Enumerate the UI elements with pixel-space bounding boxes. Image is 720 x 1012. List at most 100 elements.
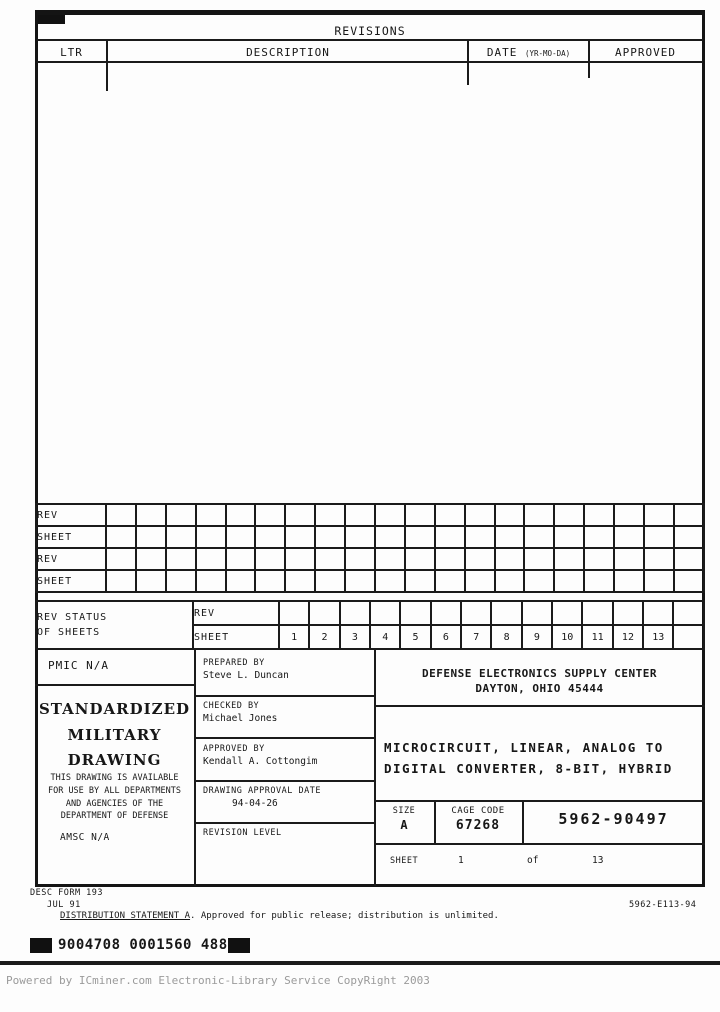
grid-cell [490,600,523,626]
rev-row-label: REV [35,503,107,527]
sheet-number-cell: 8 [490,624,523,650]
grid-cell [463,503,496,527]
grid-cell [433,525,466,549]
checked-by-label: CHECKED BY [203,701,260,711]
distribution-statement-label: DISTRIBUTION STATEMENT A [60,911,191,921]
grid-cell [672,503,706,527]
footer-separator [0,961,720,965]
drawing-title: MICROCIRCUIT, LINEAR, ANALOG TO DIGITAL … [384,740,673,776]
sheet-number-cell: 6 [429,624,463,650]
grid-cell [433,569,466,593]
column-rule [467,39,469,85]
grid-cell [314,547,347,571]
sheet-number-cell [672,624,705,650]
grid-cell [403,569,436,593]
grid-cell [403,525,436,549]
revisions-col-ltr: LTR [60,46,83,59]
grid-cell [433,547,466,571]
titleblock-rule [194,780,376,782]
revisions-col-date: DATE (YR-MO-DA) [486,46,571,59]
grid-cell [134,525,167,549]
grid-cell [553,547,586,571]
approved-by-label: APPROVED BY [203,744,265,754]
grid-cell [374,525,406,549]
grid-cell [254,525,287,549]
sheet-number-cell: 5 [399,624,432,650]
grid-cell [672,525,706,549]
sheet-number-cell: 11 [581,624,614,650]
grid-cell [369,600,402,626]
grid-cell [581,600,614,626]
grid-cell [344,569,377,593]
titleblock-rule [194,695,376,697]
grid-cell [164,569,197,593]
grid-cell [583,547,616,571]
grid-cell [403,547,436,571]
grid-cell [520,600,554,626]
grid-cell [433,503,466,527]
sheet-number-cell: 7 [460,624,493,650]
sheet-number-cell: 3 [338,624,372,650]
grid-cell [672,569,706,593]
sheet-number-cell: 12 [611,624,645,650]
grid-cell [374,547,406,571]
grid-cell [460,600,493,626]
grid-cell [284,525,317,549]
titleblock-rule [35,684,196,686]
grid-cell [463,525,496,549]
rev-row-label: REV [35,547,107,571]
smd-heading: STANDARDIZED MILITARY DRAWING [38,700,191,769]
sheet-label: SHEET [192,624,280,650]
titleblock-rule [374,650,376,886]
titleblock-rule [374,705,705,707]
prepared-by-label: PREPARED BY [203,658,265,668]
grid-cell [224,503,257,527]
grid-cell [553,525,586,549]
grid-cell [134,569,167,593]
grid-cell [164,525,197,549]
form-date: JUL 91 [47,900,81,910]
grid-cell [254,547,287,571]
barcode-start-mark [30,938,52,953]
sheet-number-cell: 9 [520,624,554,650]
date-format-note: (YR-MO-DA) [524,49,571,58]
divider [37,61,703,63]
titleblock-rule [522,800,524,845]
rev-sheet-grid: REV SHEET REV SHEET [35,503,706,593]
grid-cell [643,503,675,527]
grid-cell [105,569,137,593]
grid-cell [523,569,556,593]
grid-cell [399,600,432,626]
grid-cell [613,569,646,593]
grid-cell [493,547,526,571]
grid-cell [642,600,675,626]
column-rule [588,39,590,78]
grid-cell [613,503,646,527]
form-number: DESC FORM 193 [30,888,104,898]
agency-name: DEFENSE ELECTRONICS SUPPLY CENTER [421,667,658,680]
size-label: SIZE [392,806,416,816]
grid-cell [344,525,377,549]
sheet-number-cell: 13 [642,624,675,650]
grid-cell [224,525,257,549]
prepared-by-value: Steve L. Duncan [203,670,289,681]
grid-cell [583,525,616,549]
rev-status-label: REV STATUS OF SHEETS [35,600,194,650]
grid-cell [338,600,372,626]
grid-cell [308,600,341,626]
grid-cell [374,503,406,527]
grid-cell [643,525,675,549]
grid-cell [374,569,406,593]
grid-cell [105,503,137,527]
grid-cell [224,569,257,593]
barcode-digits: 9004708 0001560 488 [58,937,228,953]
approval-date-label: DRAWING APPROVAL DATE [203,786,321,796]
grid-cell [583,569,616,593]
pmic-value: PMIC N/A [48,659,109,672]
availability-note: THIS DRAWING IS AVAILABLE FOR USE BY ALL… [47,773,182,822]
grid-cell [403,503,436,527]
grid-cell [493,503,526,527]
grid-cell [672,547,706,571]
grid-cell [429,600,463,626]
grid-cell [277,600,311,626]
